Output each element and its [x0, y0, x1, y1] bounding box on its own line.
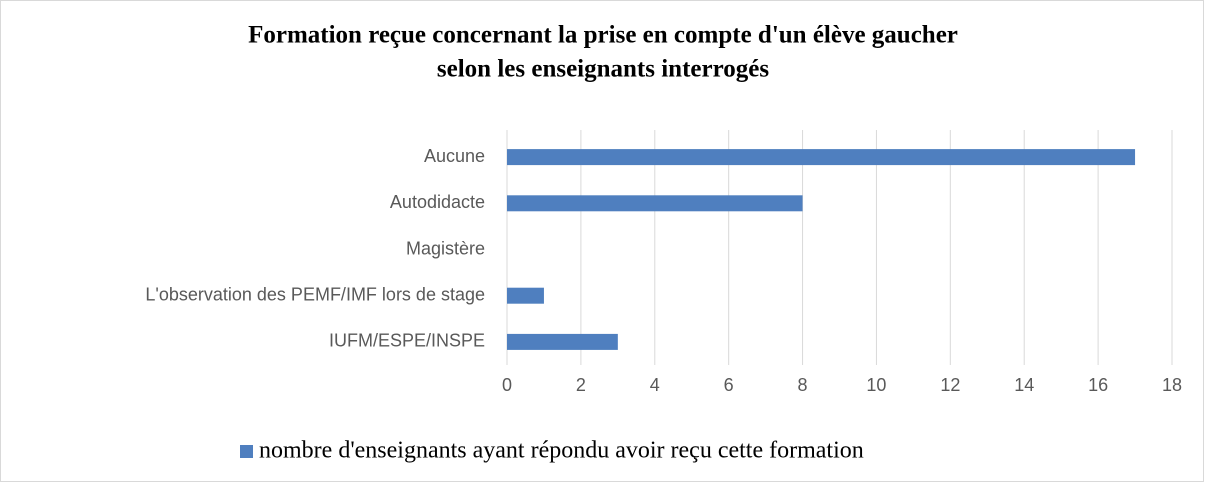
x-tick-label: 14: [1014, 375, 1034, 395]
chart-title: selon les enseignants interrogés: [437, 56, 769, 83]
x-tick-label: 8: [798, 375, 808, 395]
chart-title: Formation reçue concernant la prise en c…: [248, 22, 958, 49]
y-tick-label: Aucune: [424, 146, 485, 166]
bar: [507, 149, 1136, 166]
legend-label: nombre d'enseignants ayant répondu avoir…: [259, 438, 864, 464]
bar: [507, 287, 544, 304]
y-tick-label: Magistère: [406, 238, 485, 258]
x-tick-label: 6: [724, 375, 734, 395]
y-tick-label: IUFM/ESPE/INSPE: [329, 331, 485, 351]
bar: [507, 195, 803, 212]
x-tick-label: 10: [866, 375, 886, 395]
x-tick-label: 2: [576, 375, 586, 395]
y-tick-label: Autodidacte: [390, 192, 485, 212]
x-tick-label: 16: [1088, 375, 1108, 395]
bar: [507, 333, 618, 350]
x-tick-label: 18: [1162, 375, 1182, 395]
x-tick-label: 0: [502, 375, 512, 395]
legend-swatch: [240, 445, 253, 458]
x-tick-label: 4: [650, 375, 660, 395]
x-tick-label: 12: [940, 375, 960, 395]
y-tick-label: L'observation des PEMF/IMF lors de stage: [145, 284, 485, 304]
